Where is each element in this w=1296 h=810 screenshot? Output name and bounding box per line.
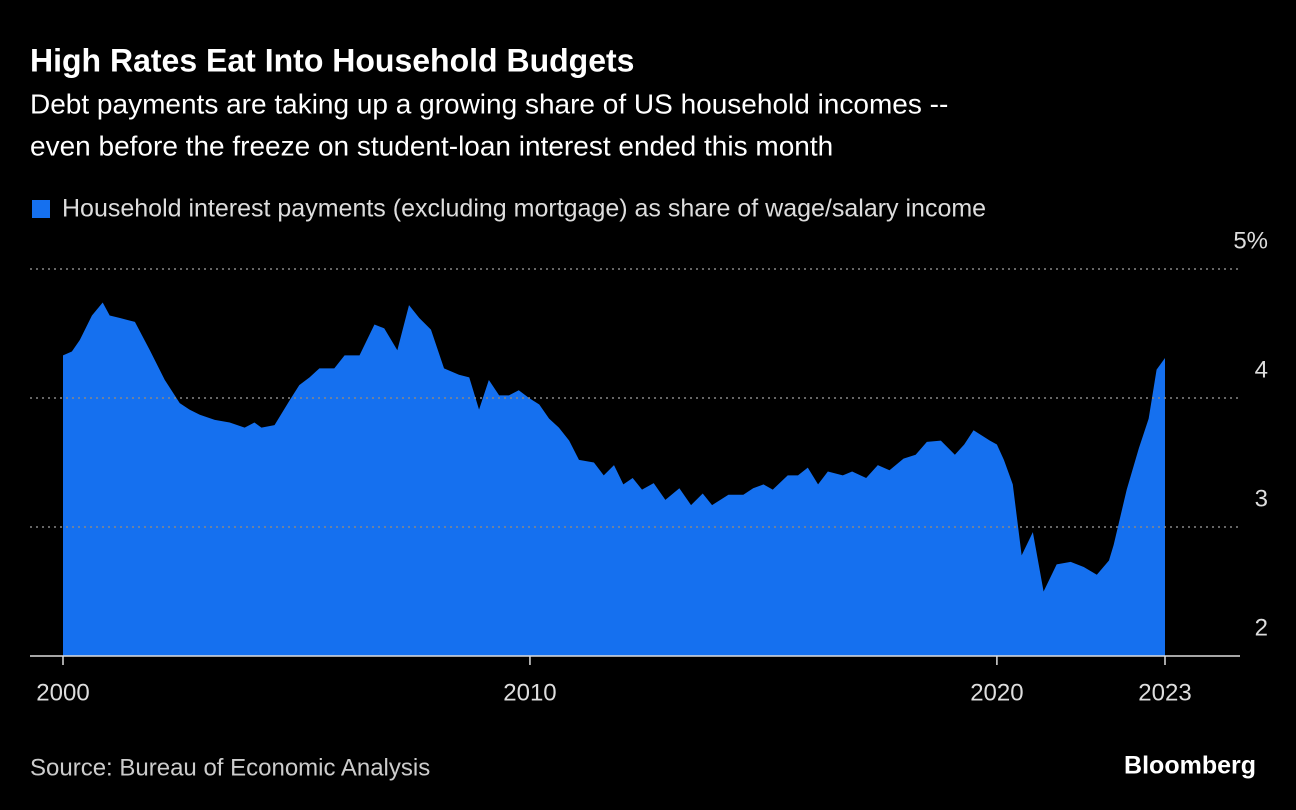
legend-swatch (32, 200, 50, 218)
chart-subtitle: Debt payments are taking up a growing sh… (30, 88, 948, 119)
chart-title: High Rates Eat Into Household Budgets (30, 42, 634, 78)
y-tick-label: 4 (1255, 356, 1268, 383)
chart-subtitle: even before the freeze on student-loan i… (30, 130, 833, 161)
area (63, 302, 1165, 656)
source: Source: Bureau of Economic Analysis (30, 754, 430, 781)
x-tick-label: 2000 (36, 679, 89, 706)
x-tick-label: 2020 (970, 679, 1023, 706)
y-tick-label: 2 (1255, 614, 1268, 641)
legend-label: Household interest payments (excluding m… (62, 195, 986, 223)
logo: Bloomberg (1124, 752, 1256, 780)
y-tick-label: 3 (1255, 485, 1268, 512)
x-tick-label: 2023 (1138, 679, 1191, 706)
y-tick-label: 5% (1233, 227, 1268, 254)
x-tick-label: 2010 (503, 679, 556, 706)
